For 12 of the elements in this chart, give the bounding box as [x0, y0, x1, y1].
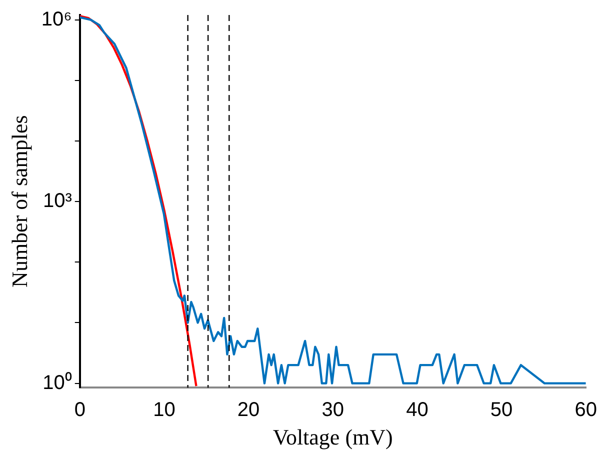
x-tick-label: 60 [574, 399, 597, 422]
x-tick-label: 0 [74, 399, 86, 422]
x-tick-label: 30 [322, 399, 344, 422]
y-axis-title: Number of samples [6, 115, 32, 288]
y-tick-label: 10⁰ [42, 370, 72, 394]
y-tick-label: 10⁶ [41, 8, 72, 30]
x-tick-label: 10 [153, 399, 176, 422]
x-tick-label: 20 [237, 399, 260, 422]
x-tick-label: 50 [490, 399, 513, 422]
y-tick-label: 10³ [42, 190, 72, 212]
x-axis-title: Voltage (mV) [272, 424, 393, 450]
x-tick-label: 40 [406, 399, 428, 422]
